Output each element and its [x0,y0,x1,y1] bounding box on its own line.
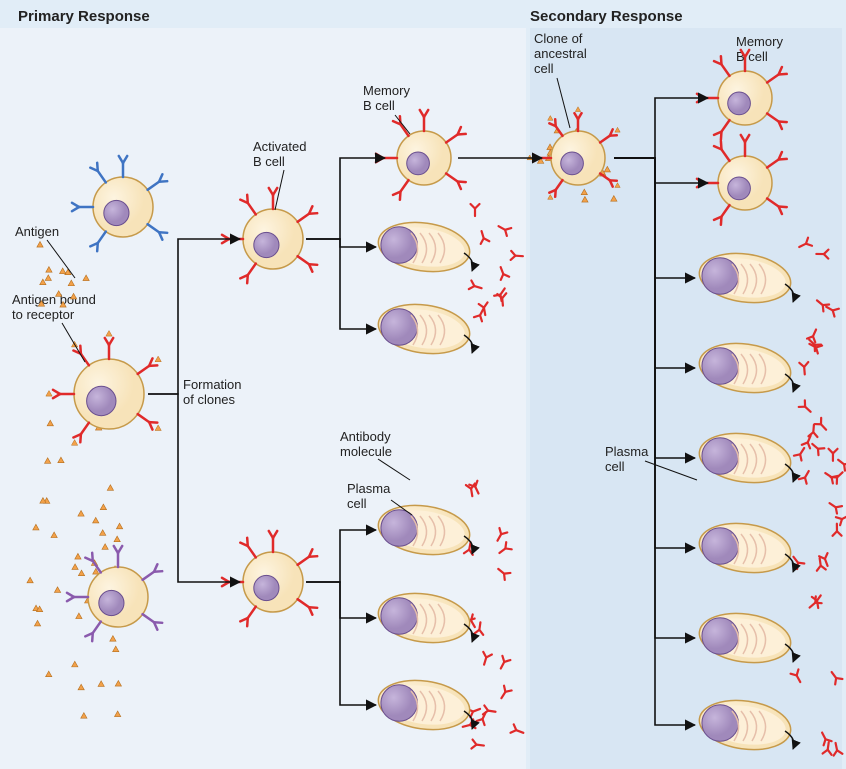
leader-line [378,459,410,480]
b-cell [67,546,162,641]
leader-line [645,461,697,480]
plasma-cell [696,518,794,578]
plasma-cell [375,675,473,735]
b-cell [697,50,787,140]
flow-arrow [614,158,695,725]
leader-line [557,78,570,128]
flow-arrow [148,394,240,582]
plasma-cell [375,299,473,359]
leader-line [395,115,410,134]
b-cell [72,156,167,251]
leader-line [62,323,85,362]
b-cell [222,531,317,626]
plasma-cell [696,428,794,488]
flow-arrow [306,239,376,329]
flow-arrow [306,158,385,239]
plasma-cell [375,588,473,648]
plasma-cell [696,695,794,755]
flow-arrow [306,582,376,705]
plasma-cell [696,248,794,308]
b-cell [46,331,161,446]
plasma-cell [696,608,794,668]
flow-arrow [148,239,240,394]
b-cell [697,135,787,225]
plasma-cell [375,217,473,277]
plasma-cell [375,500,473,560]
b-cell [376,110,466,200]
flow-arrow [614,98,708,158]
diagram-svg [0,0,846,769]
flow-arrow [306,582,376,618]
flow-arrow [306,239,376,247]
flow-arrow [614,158,708,183]
b-cell [527,107,620,200]
b-cell [222,188,317,283]
plasma-cell [696,338,794,398]
